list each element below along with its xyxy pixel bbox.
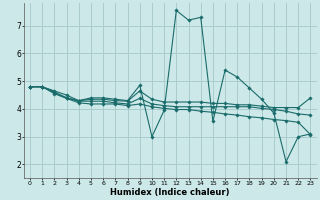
X-axis label: Humidex (Indice chaleur): Humidex (Indice chaleur) [110,188,230,197]
